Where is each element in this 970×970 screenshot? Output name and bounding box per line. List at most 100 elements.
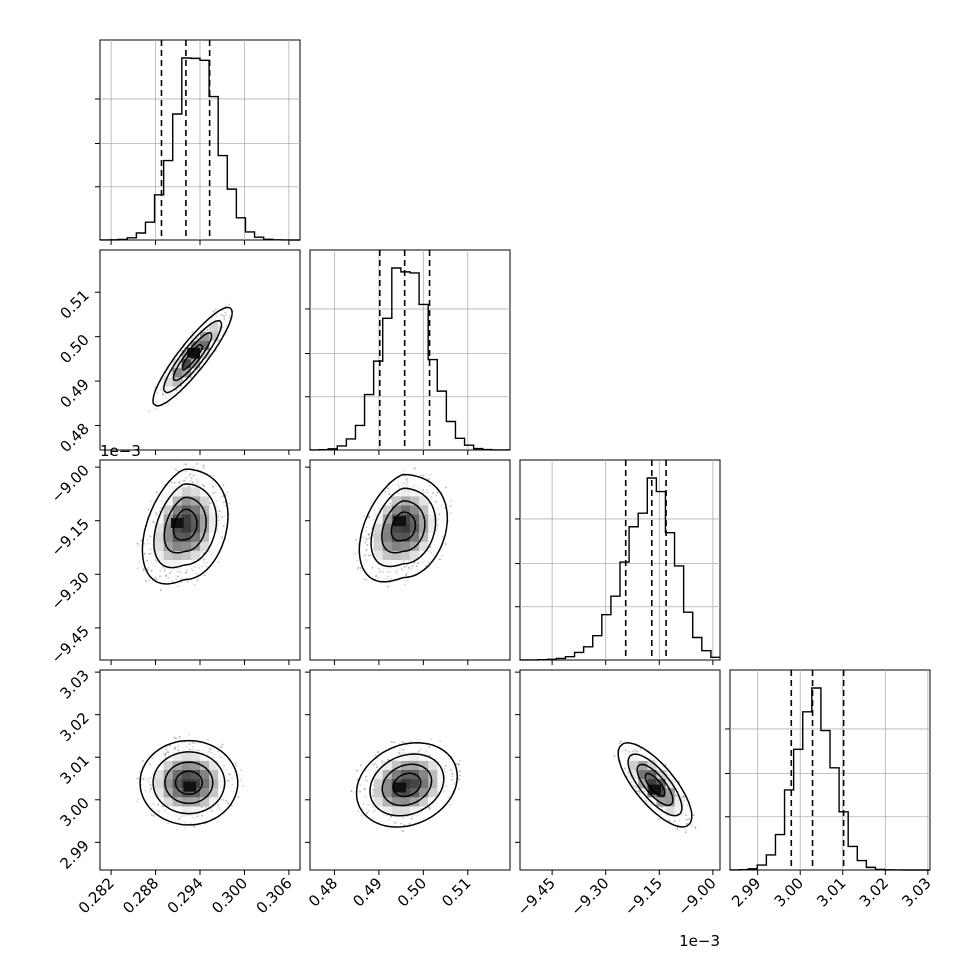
x-tick-label: 0.300 (208, 874, 251, 917)
sample-point (143, 552, 146, 555)
sample-point (388, 490, 391, 492)
sample-point (394, 821, 397, 824)
sample-point (688, 818, 690, 820)
sample-point (160, 500, 163, 502)
density-cell (163, 523, 173, 533)
sample-point (368, 516, 371, 518)
density-cell (200, 751, 210, 762)
sample-point (188, 475, 191, 478)
sample-point (422, 474, 425, 477)
sample-point (390, 741, 393, 744)
sample-point (428, 808, 431, 810)
sample-point (166, 751, 169, 753)
sample-point (178, 481, 181, 483)
density-cell (172, 359, 183, 369)
sample-point (205, 553, 208, 556)
sample-point (428, 746, 431, 748)
sample-point (192, 748, 195, 751)
sample-point (200, 551, 203, 553)
sample-point (415, 565, 418, 568)
sample-point (220, 746, 223, 749)
sample-point (161, 385, 164, 388)
density-cell (154, 523, 164, 533)
sample-point (221, 743, 224, 746)
x-tick-label: 0.306 (253, 874, 296, 917)
sample-point (432, 492, 434, 494)
sample-point (445, 764, 447, 767)
density-cell (154, 788, 164, 798)
sample-point (440, 504, 443, 507)
sample-point (164, 753, 167, 755)
density-cell (391, 523, 402, 533)
density-cell (181, 550, 192, 561)
density-cell (400, 523, 411, 533)
y-tick-label: 3.00 (56, 794, 92, 830)
sample-point (402, 816, 405, 819)
y-tick-label: 2.99 (56, 836, 92, 872)
sample-point (189, 473, 192, 475)
sample-point (366, 812, 368, 815)
sample-point (439, 740, 442, 743)
sample-point (396, 492, 399, 495)
sample-point (196, 337, 199, 340)
x-tick-label: 3.02 (856, 874, 892, 910)
sample-point (228, 303, 231, 306)
sample-point (624, 767, 626, 770)
density-cell (181, 523, 192, 533)
sample-point (170, 570, 173, 572)
sample-point (438, 513, 441, 516)
sample-point (356, 769, 358, 772)
sample-point (177, 745, 180, 748)
sample-point (192, 742, 195, 744)
sample-point (219, 756, 222, 759)
sample-point (150, 570, 153, 572)
sample-point (456, 763, 459, 766)
density-cell (190, 806, 201, 816)
sample-point (220, 798, 223, 801)
sample-point (175, 389, 178, 392)
sample-point (438, 513, 441, 516)
density-cell (400, 550, 411, 561)
sample-point (451, 772, 454, 775)
density-cell (154, 541, 164, 552)
sample-point (361, 536, 363, 539)
sample-point (159, 507, 162, 510)
sample-point (180, 577, 183, 580)
sample-point (377, 751, 380, 754)
sample-point (202, 558, 205, 561)
sample-point (449, 768, 452, 771)
sample-point (459, 774, 461, 777)
density-cell (172, 532, 183, 543)
sample-point (457, 788, 460, 790)
density-cell (410, 751, 420, 762)
sample-point (155, 511, 157, 514)
y-tick-label: 0.50 (56, 331, 92, 367)
sample-point (364, 540, 367, 542)
sample-point (405, 574, 407, 577)
axes-frame (309, 459, 511, 661)
density-cell (154, 514, 164, 524)
sample-point (150, 814, 153, 816)
x-tick-label: 0.282 (75, 874, 118, 917)
sample-point (203, 574, 206, 577)
sample-point (192, 474, 195, 477)
sample-point (665, 763, 667, 765)
sample-point (379, 570, 381, 573)
sample-point (637, 750, 640, 752)
histogram-panel-2 (305, 249, 511, 455)
sample-point (422, 492, 425, 494)
density-cell (373, 523, 383, 533)
x-tick-label: −9.30 (567, 874, 612, 919)
sample-point (211, 810, 213, 812)
sample-point (690, 825, 693, 827)
sample-point (451, 775, 454, 778)
contour-line-4 (390, 511, 417, 542)
density-cell (181, 359, 192, 369)
sample-point (143, 543, 146, 545)
sample-point (147, 542, 150, 545)
sample-point (203, 485, 206, 488)
sample-point (169, 744, 171, 747)
sample-point (148, 762, 151, 765)
sample-point (138, 561, 141, 564)
sample-point (190, 477, 193, 480)
